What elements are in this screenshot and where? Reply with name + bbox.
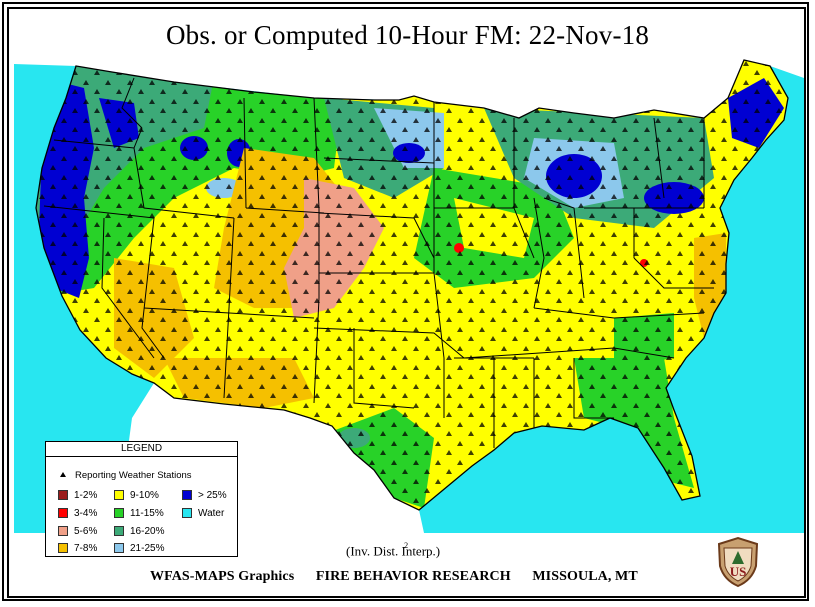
footer-right: MISSOULA, MT — [532, 569, 638, 584]
station-triangle-icon — [60, 472, 66, 477]
logo-text: US — [730, 564, 747, 579]
legend-item: > 25% — [182, 490, 227, 501]
legend-item: 3-4% — [58, 508, 97, 519]
legend-swatch — [58, 526, 68, 536]
legend-swatch — [114, 508, 124, 518]
legend-heading: LEGEND — [46, 442, 237, 457]
gulf-water — [419, 418, 682, 533]
legend-swatch — [182, 490, 192, 500]
footer-left: WFAS-MAPS Graphics — [150, 569, 295, 584]
legend-item: Water — [182, 508, 224, 519]
legend-item: 16-20% — [114, 526, 164, 537]
legend-swatch — [114, 490, 124, 500]
map-title: Obs. or Computed 10-Hour FM: 22-Nov-18 — [165, 20, 650, 50]
outer-frame — [2, 2, 809, 601]
footer-credits: WFAS-MAPS Graphics FIRE BEHAVIOR RESEARC… — [150, 569, 656, 585]
legend-swatch — [58, 508, 68, 518]
state-boundaries — [35, 59, 789, 511]
canada-land — [14, 58, 804, 118]
legend-item: 11-15% — [114, 508, 164, 519]
legend-item: 5-6% — [58, 526, 97, 537]
forest-service-shield-icon: US — [717, 536, 759, 588]
legend-swatch — [58, 490, 68, 500]
legend-item: 7-8% — [58, 543, 97, 554]
interpolation-note: (Inv. Dist. Interp.)2 — [346, 541, 441, 559]
legend-swatch — [114, 526, 124, 536]
legend-stations: Reporting Weather Stations — [60, 470, 192, 481]
legend-stations-label: Reporting Weather Stations — [75, 470, 192, 481]
inner-frame — [7, 7, 806, 598]
legend-swatch — [114, 543, 124, 553]
legend-swatch — [58, 543, 68, 553]
legend-item: 9-10% — [114, 490, 159, 501]
legend-swatch — [182, 508, 192, 518]
interp-exponent: 2 — [404, 541, 409, 550]
map-legend: LEGEND Reporting Weather Stations 1-2% 3… — [45, 441, 238, 557]
fuel-moisture-map — [14, 58, 804, 533]
legend-item: 21-25% — [114, 543, 164, 554]
footer-center: FIRE BEHAVIOR RESEARCH — [315, 569, 511, 584]
legend-item: 1-2% — [58, 490, 97, 501]
